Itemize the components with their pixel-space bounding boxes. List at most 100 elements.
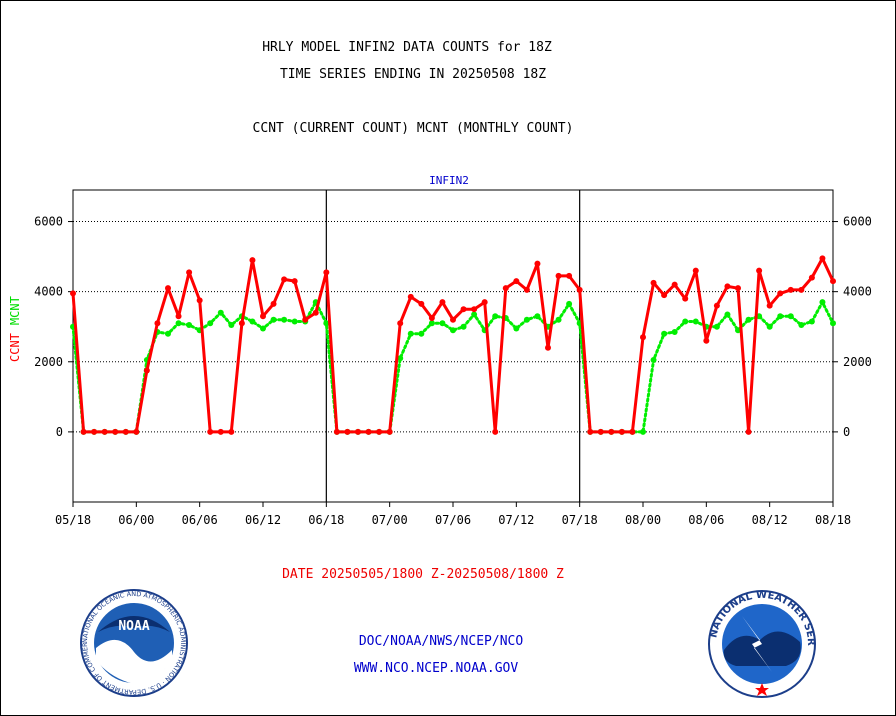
point-mcnt	[766, 323, 773, 330]
title-line1: HRLY MODEL INFIN2 DATA COUNTS for 18Z	[262, 40, 552, 55]
xtick-label: 06/18	[308, 513, 344, 527]
point-mcnt	[186, 321, 193, 328]
point-ccnt	[122, 428, 129, 435]
point-ccnt	[534, 260, 541, 267]
chart-title: INFIN2	[429, 174, 469, 187]
point-ccnt	[428, 314, 435, 321]
point-mcnt	[650, 357, 657, 364]
point-ccnt	[238, 320, 245, 327]
point-mcnt	[281, 316, 288, 323]
subtitle: CCNT (CURRENT COUNT) MCNT (MONTHLY COUNT…	[253, 121, 574, 136]
title-line2: TIME SERIES ENDING IN 20250508 18Z	[280, 67, 546, 82]
point-ccnt	[143, 367, 150, 374]
footer-agency: DOC/NOAA/NWS/NCEP/NCO	[359, 634, 524, 649]
point-ccnt	[481, 299, 488, 306]
point-mcnt	[566, 300, 573, 307]
point-mcnt	[397, 355, 404, 362]
point-mcnt	[830, 320, 836, 327]
point-mcnt	[724, 311, 731, 318]
point-ccnt	[418, 300, 425, 307]
point-ccnt	[798, 286, 805, 293]
point-mcnt	[671, 328, 678, 335]
point-mcnt	[713, 323, 720, 330]
point-mcnt	[207, 320, 214, 327]
point-ccnt	[566, 272, 573, 279]
point-mcnt	[798, 321, 805, 328]
date-range: DATE 20250505/1800 Z-20250508/1800 Z	[282, 567, 564, 582]
point-ccnt	[756, 267, 763, 274]
point-ccnt	[333, 428, 340, 435]
point-ccnt	[513, 278, 520, 285]
ytick-label-right: 6000	[843, 215, 872, 229]
point-ccnt	[80, 428, 87, 435]
point-ccnt	[133, 428, 140, 435]
point-ccnt	[471, 306, 478, 313]
ylabel-ccnt: CCNT	[8, 333, 22, 362]
point-ccnt	[376, 428, 383, 435]
noaa-logo-text: NOAA	[118, 619, 149, 634]
xtick-label: 06/00	[118, 513, 154, 527]
point-mcnt	[460, 323, 467, 330]
point-mcnt	[270, 316, 277, 323]
xtick-label: 06/06	[182, 513, 218, 527]
point-ccnt	[439, 299, 446, 306]
point-ccnt	[545, 344, 551, 351]
ytick-label-left: 6000	[34, 215, 63, 229]
point-mcnt	[523, 316, 530, 323]
point-ccnt	[397, 320, 404, 327]
point-mcnt	[492, 313, 499, 320]
point-ccnt	[154, 320, 161, 327]
point-mcnt	[291, 318, 298, 325]
point-mcnt	[787, 313, 794, 320]
point-mcnt	[661, 330, 668, 337]
point-mcnt	[323, 320, 330, 327]
point-ccnt	[618, 428, 625, 435]
point-ccnt	[597, 428, 604, 435]
point-ccnt	[302, 316, 309, 323]
point-ccnt	[650, 279, 657, 286]
point-ccnt	[291, 278, 298, 285]
point-ccnt	[355, 428, 361, 435]
point-mcnt	[450, 327, 456, 334]
point-mcnt	[260, 325, 266, 332]
point-mcnt	[165, 330, 171, 337]
xtick-label: 05/18	[55, 513, 91, 527]
point-ccnt	[682, 295, 689, 302]
point-ccnt	[249, 257, 256, 264]
ytick-label-left: 2000	[34, 355, 63, 369]
point-mcnt	[228, 321, 235, 328]
ytick-label-left: 0	[56, 425, 63, 439]
point-mcnt	[418, 330, 425, 337]
point-ccnt	[186, 269, 193, 276]
point-ccnt	[460, 306, 467, 313]
point-ccnt	[270, 300, 277, 307]
point-mcnt	[682, 318, 689, 325]
point-ccnt	[819, 255, 826, 262]
point-ccnt	[671, 281, 678, 288]
xtick-label: 08/00	[625, 513, 661, 527]
point-ccnt	[745, 428, 752, 435]
point-ccnt	[217, 428, 224, 435]
point-mcnt	[555, 316, 562, 323]
point-ccnt	[766, 302, 773, 309]
point-mcnt	[692, 318, 699, 325]
series-layer	[70, 255, 836, 435]
point-ccnt	[492, 428, 499, 435]
point-ccnt	[344, 428, 351, 435]
point-ccnt	[91, 428, 98, 435]
xtick-label: 07/00	[372, 513, 408, 527]
point-ccnt	[312, 309, 319, 316]
point-ccnt	[165, 285, 171, 292]
point-mcnt	[777, 313, 784, 320]
point-ccnt	[608, 428, 615, 435]
xtick-label: 07/18	[562, 513, 598, 527]
xtick-label: 07/06	[435, 513, 471, 527]
point-ccnt	[196, 297, 203, 304]
point-ccnt	[703, 337, 710, 344]
point-ccnt	[323, 269, 330, 276]
point-mcnt	[745, 316, 752, 323]
point-ccnt	[407, 293, 414, 300]
point-ccnt	[555, 272, 562, 279]
point-ccnt	[640, 334, 646, 341]
